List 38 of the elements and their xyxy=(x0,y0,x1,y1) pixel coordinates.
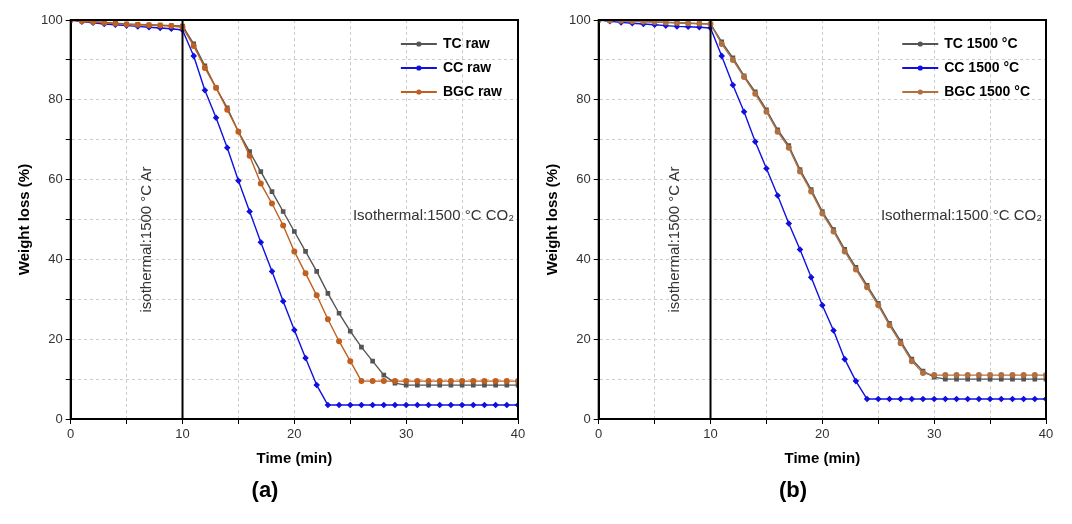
y-tick-label: 20 xyxy=(576,330,591,346)
x-axis-title: Time (min) xyxy=(256,448,333,466)
x-tick-label: 10 xyxy=(175,426,190,442)
x-tick-label: 20 xyxy=(815,426,830,442)
annotation: isothermal:1500 °C Ar xyxy=(136,166,154,313)
legend-label: BGC raw xyxy=(442,82,503,99)
text: (b) xyxy=(778,476,808,502)
x-tick-label: 30 xyxy=(926,426,942,442)
y-tick-label: 80 xyxy=(576,91,591,107)
legend-label: BGC 1500 °C xyxy=(944,82,1031,99)
y-axis-title: Weight loss (%) xyxy=(543,163,561,276)
x-tick-label: 0 xyxy=(595,426,603,442)
annotation: Isothermal:1500 °C CO₂ xyxy=(352,205,515,223)
legend-label: CC raw xyxy=(442,58,492,75)
x-tick-label: 40 xyxy=(510,426,526,442)
y-tick-label: 80 xyxy=(48,91,63,107)
y-tick-label: 0 xyxy=(583,410,591,426)
y-tick-label: 100 xyxy=(568,11,591,27)
annotation: isothermal:1500 °C Ar xyxy=(664,166,682,313)
legend-label: TC 1500 °C xyxy=(944,34,1018,51)
y-tick-label: 0 xyxy=(55,410,63,426)
legend-label: CC 1500 °C xyxy=(944,58,1020,75)
x-axis-title: Time (min) xyxy=(784,448,861,466)
annotation: Isothermal:1500 °C CO₂ xyxy=(880,205,1043,223)
y-tick-label: 40 xyxy=(48,250,63,266)
legend-label: TC raw xyxy=(442,34,490,51)
x-tick-label: 0 xyxy=(67,426,75,442)
text: (a) xyxy=(251,476,279,502)
x-tick-label: 10 xyxy=(703,426,718,442)
y-tick-label: 100 xyxy=(40,11,63,27)
y-axis-title: Weight loss (%) xyxy=(15,163,33,276)
x-tick-label: 40 xyxy=(1038,426,1054,442)
y-tick-label: 20 xyxy=(48,330,63,346)
x-tick-label: 20 xyxy=(287,426,302,442)
y-tick-label: 60 xyxy=(48,171,63,187)
y-tick-label: 60 xyxy=(576,171,591,187)
y-tick-label: 40 xyxy=(576,250,591,266)
x-tick-label: 30 xyxy=(398,426,414,442)
